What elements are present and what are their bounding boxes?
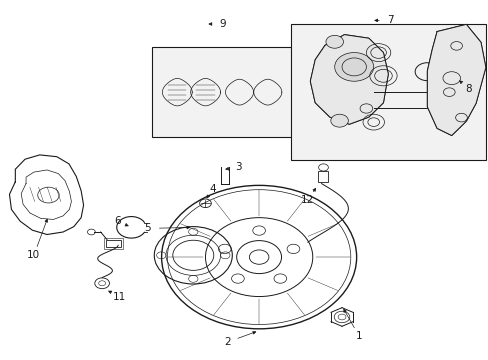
Text: 3: 3 <box>234 162 241 172</box>
Bar <box>104 238 122 249</box>
Text: 12: 12 <box>301 195 314 205</box>
Bar <box>317 171 328 182</box>
Text: 8: 8 <box>465 84 471 94</box>
Text: 7: 7 <box>386 15 393 26</box>
Text: 2: 2 <box>224 337 230 347</box>
Text: 11: 11 <box>112 292 125 302</box>
Polygon shape <box>427 24 485 135</box>
Text: 1: 1 <box>355 331 362 341</box>
Text: 4: 4 <box>209 184 216 194</box>
Polygon shape <box>310 35 387 124</box>
Circle shape <box>334 53 373 81</box>
Bar <box>105 239 121 247</box>
Text: 9: 9 <box>219 19 225 29</box>
Bar <box>152 47 293 137</box>
Text: 6: 6 <box>114 216 121 226</box>
Circle shape <box>325 35 343 48</box>
Text: 5: 5 <box>144 224 151 233</box>
Bar <box>290 24 485 160</box>
Circle shape <box>330 114 347 127</box>
Text: 10: 10 <box>27 250 41 260</box>
